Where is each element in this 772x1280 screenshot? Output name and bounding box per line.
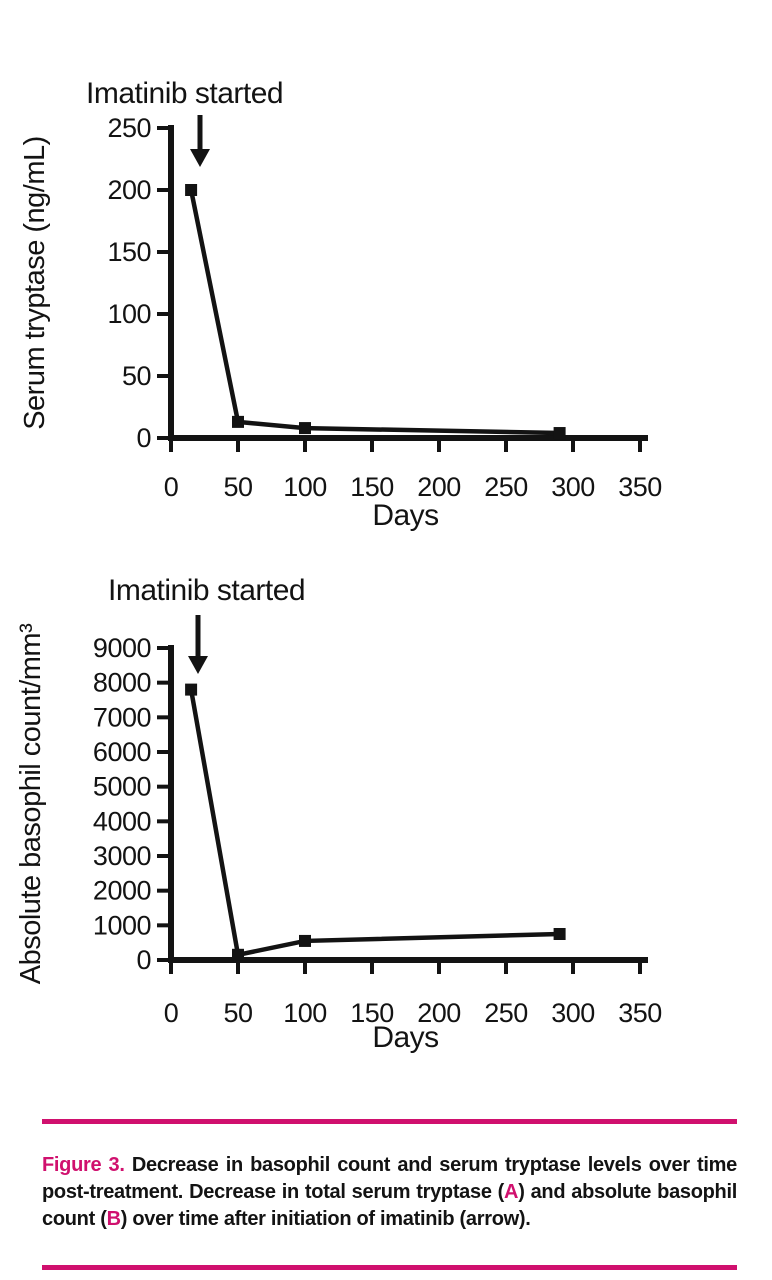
x-tick-label: 200 (417, 998, 461, 1028)
y-tick-label: 150 (107, 237, 151, 267)
figure-caption: Figure 3. Decrease in basophil count and… (42, 1119, 737, 1270)
x-tick-label: 100 (283, 998, 327, 1028)
x-tick-label: 150 (350, 472, 394, 502)
y-axis-title: Absolute basophil count/mm³ (15, 623, 47, 984)
data-point (299, 422, 311, 435)
y-tick-label: 9000 (93, 633, 151, 663)
data-point (232, 948, 244, 961)
x-tick-label: 150 (350, 998, 394, 1028)
caption-ref-a: A (504, 1181, 519, 1203)
x-tick-label: 350 (618, 472, 662, 502)
figure-caption-text: Figure 3. Decrease in basophil count and… (42, 1152, 737, 1233)
y-tick-label: 100 (107, 299, 151, 329)
x-tick-label: 50 (223, 998, 252, 1028)
x-tick-label: 0 (164, 472, 179, 502)
arrow-head-icon (188, 656, 208, 674)
annotation-imatinib-started: Imatinib started (108, 574, 305, 607)
y-tick-label: 4000 (93, 806, 151, 836)
y-tick-label: 1000 (93, 910, 151, 940)
y-tick-label: 200 (107, 175, 151, 205)
x-tick-label: 300 (551, 472, 595, 502)
x-tick-label: 300 (551, 998, 595, 1028)
figure-caption-label: Figure 3. (42, 1154, 125, 1176)
serum-tryptase-chart: 0 50 100 150 200 250 0 50 100 150 200 250 300 350 Imat… (19, 77, 662, 532)
data-point (299, 934, 311, 947)
x-tick-label: 200 (417, 472, 461, 502)
x-tick-label: 50 (223, 472, 252, 502)
caption-ref-b: B (106, 1208, 121, 1230)
x-tick-label: 350 (618, 998, 662, 1028)
x-tick-label: 250 (484, 472, 528, 502)
caption-part-3: ) over time after initiation of imatinib… (120, 1208, 531, 1230)
y-tick-label: 2000 (93, 876, 151, 906)
x-tick-label: 100 (283, 472, 327, 502)
data-point (553, 427, 566, 440)
x-axis-title: Days (372, 1021, 438, 1054)
x-tick-label: 0 (164, 998, 179, 1028)
chart-panel-b: 0 1000 2000 3000 4000 5000 6000 7000 8000 9000 0 50… (0, 560, 772, 1070)
data-line (188, 689, 560, 958)
arrow-head-icon (190, 149, 210, 167)
caption-part-1: Decrease in basophil count and serum try… (42, 1154, 737, 1203)
y-tick-label: 250 (107, 113, 151, 143)
basophil-count-chart: 0 1000 2000 3000 4000 5000 6000 7000 8000 9000 0 50… (15, 574, 662, 1054)
y-tick-label: 8000 (93, 668, 151, 698)
y-tick-label: 5000 (93, 772, 151, 802)
y-tick-label: 50 (122, 361, 151, 391)
y-tick-label: 0 (136, 945, 151, 975)
data-line (188, 189, 560, 436)
y-tick-label: 0 (136, 423, 151, 453)
y-axis-title: Serum tryptase (ng/mL) (19, 136, 51, 430)
chart-panel-a: 0 50 100 150 200 250 0 50 100 150 200 250 300 350 Imat… (0, 55, 772, 560)
y-tick-label: 6000 (93, 737, 151, 767)
data-point (185, 683, 198, 696)
x-tick-label: 250 (484, 998, 528, 1028)
data-point (553, 928, 566, 940)
y-tick-label: 3000 (93, 841, 151, 871)
y-tick-label: 7000 (93, 702, 151, 732)
annotation-imatinib-started: Imatinib started (86, 77, 283, 110)
caption-part-2: ) and absolute basophil count ( (42, 1181, 737, 1230)
x-axis-title: Days (372, 499, 438, 532)
data-point (232, 415, 244, 428)
data-point (185, 184, 198, 196)
